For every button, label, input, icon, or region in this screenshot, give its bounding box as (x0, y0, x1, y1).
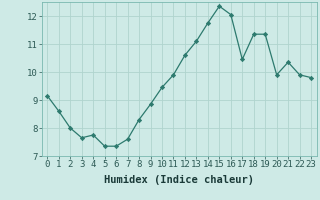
X-axis label: Humidex (Indice chaleur): Humidex (Indice chaleur) (104, 175, 254, 185)
